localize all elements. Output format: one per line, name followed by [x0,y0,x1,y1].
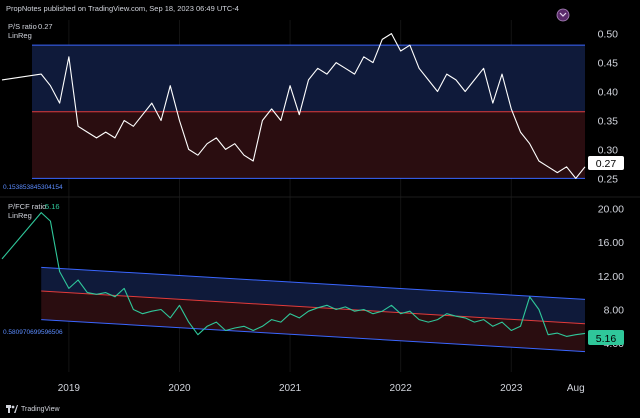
pfcf-indicator: LinReg [8,211,32,220]
ps-value: 0.27 [38,22,53,31]
ps-pane: P/S ratio 0.27 LinReg 0.153853845304154 … [1,22,624,191]
ps-last-value: 0.27 [596,158,617,170]
ps-y-tick: 0.35 [598,115,619,127]
ps-regression-label: 0.153853845304154 [3,184,63,191]
flag-icon[interactable] [556,8,570,22]
ps-y-tick: 0.50 [598,29,619,41]
ps-y-axis: 0.50 0.45 0.40 0.35 0.30 0.25 [598,29,619,186]
pfcf-y-tick: 12.00 [598,271,624,283]
pfcf-last-badge: 5.16 [588,330,624,345]
footer: TradingView [0,402,640,418]
pfcf-y-tick: 20.00 [598,203,624,215]
x-tick-label: 2020 [168,383,191,394]
pfcf-y-tick: 8.00 [604,304,625,316]
pfcf-band-upper [41,267,585,324]
ps-band-lower [32,111,585,179]
pfcf-title: P/FCF ratio [8,202,46,211]
chart-svg[interactable]: P/S ratio 0.27 LinReg 0.153853845304154 … [0,0,640,402]
pfcf-regression-label: 0.580970699596506 [3,329,63,336]
ps-y-tick: 0.30 [598,144,619,156]
ps-last-badge: 0.27 [588,156,624,170]
x-tick-label: 2021 [279,383,302,394]
pfcf-y-tick: 16.00 [598,237,624,249]
tradingview-logo-icon [6,405,18,413]
ps-band-upper [32,45,585,112]
publish-info: PropNotes published on TradingView.com, … [6,4,239,13]
x-axis: 2019 2020 2021 2022 2023 Aug [58,383,585,394]
tradingview-logo[interactable]: TradingView [6,405,60,413]
pfcf-last-value: 5.16 [596,333,617,345]
ps-title: P/S ratio [8,22,37,31]
ps-series-line [1,33,586,179]
pfcf-pane: P/FCF ratio 5.16 LinReg 0.58097069959650… [1,202,624,353]
tradingview-logo-text: TradingView [21,405,60,413]
pfcf-channel-mid [41,290,586,325]
pfcf-band-lower [41,290,585,352]
pfcf-value: 5.16 [45,202,60,211]
pfcf-channel-lower [41,319,586,353]
ps-y-tick: 0.45 [598,58,619,70]
pfcf-series-line [1,212,586,337]
ps-indicator: LinReg [8,31,32,40]
publish-header: PropNotes published on TradingView.com, … [0,0,640,18]
x-tick-label: 2023 [500,383,523,394]
pfcf-channel-upper [41,266,586,300]
ps-y-tick: 0.25 [598,173,619,185]
ps-y-tick: 0.40 [598,87,619,99]
chart-area[interactable]: P/S ratio 0.27 LinReg 0.153853845304154 … [0,0,640,402]
x-tick-label: Aug [567,383,585,394]
x-tick-label: 2022 [390,383,413,394]
x-tick-label: 2019 [58,383,81,394]
